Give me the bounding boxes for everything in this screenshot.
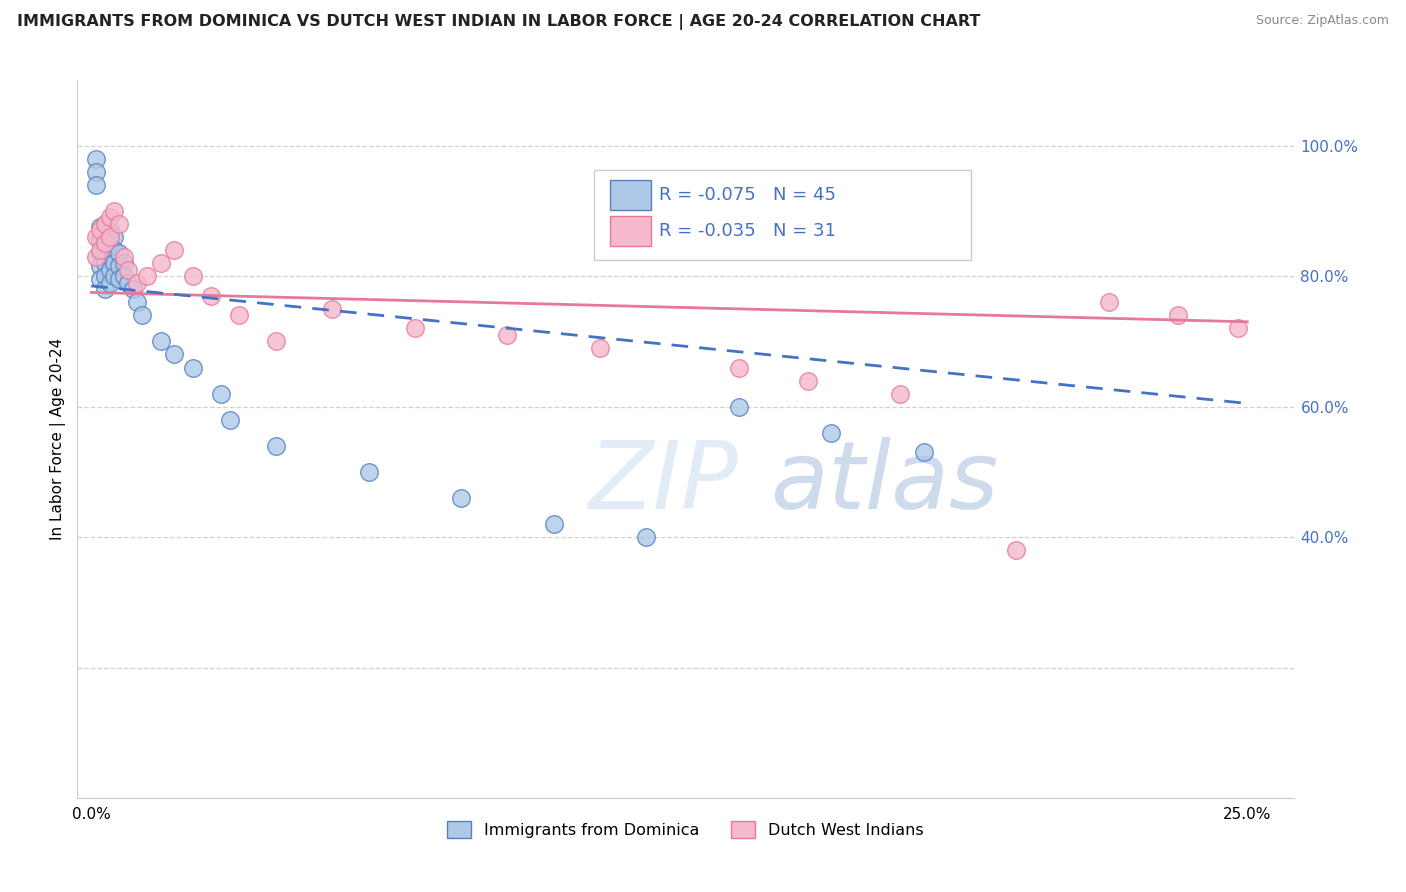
Text: IMMIGRANTS FROM DOMINICA VS DUTCH WEST INDIAN IN LABOR FORCE | AGE 20-24 CORRELA: IMMIGRANTS FROM DOMINICA VS DUTCH WEST I… xyxy=(17,14,980,30)
Point xyxy=(98,211,121,225)
Point xyxy=(117,262,139,277)
Point xyxy=(94,269,117,284)
Point xyxy=(200,289,222,303)
Point xyxy=(103,243,125,257)
Point xyxy=(89,220,111,235)
Point xyxy=(98,250,121,264)
Point xyxy=(1005,543,1028,558)
Point xyxy=(889,386,911,401)
Point xyxy=(450,491,472,505)
Point xyxy=(264,439,287,453)
Point xyxy=(98,276,121,290)
Point xyxy=(127,276,149,290)
Legend: Immigrants from Dominica, Dutch West Indians: Immigrants from Dominica, Dutch West Ind… xyxy=(441,815,929,844)
Point xyxy=(103,230,125,244)
Point xyxy=(89,223,111,237)
Point xyxy=(94,236,117,251)
Point xyxy=(112,269,135,284)
Point xyxy=(496,327,519,342)
Point xyxy=(181,360,204,375)
Point xyxy=(89,272,111,286)
Point xyxy=(84,152,107,166)
Point xyxy=(181,269,204,284)
Point xyxy=(163,243,186,257)
Text: Source: ZipAtlas.com: Source: ZipAtlas.com xyxy=(1256,14,1389,28)
FancyBboxPatch shape xyxy=(610,216,651,246)
Point xyxy=(228,308,250,322)
Point xyxy=(108,260,131,274)
Point xyxy=(163,347,186,361)
Point xyxy=(98,230,121,244)
Point xyxy=(84,164,107,178)
Point xyxy=(131,308,153,322)
Text: atlas: atlas xyxy=(770,437,998,528)
Point xyxy=(89,246,111,260)
Point xyxy=(357,465,380,479)
Point xyxy=(121,282,143,296)
Point xyxy=(117,276,139,290)
Point xyxy=(108,217,131,231)
Point xyxy=(321,301,343,316)
Point xyxy=(98,223,121,237)
Point xyxy=(912,445,935,459)
FancyBboxPatch shape xyxy=(610,180,651,211)
Text: ZIP: ZIP xyxy=(588,437,738,528)
Point xyxy=(1097,295,1119,310)
Point xyxy=(404,321,426,335)
FancyBboxPatch shape xyxy=(595,170,972,260)
Point xyxy=(127,295,149,310)
Point xyxy=(727,400,749,414)
Point xyxy=(727,360,749,375)
Point xyxy=(89,233,111,247)
Point xyxy=(94,230,117,244)
Point xyxy=(98,262,121,277)
Point xyxy=(94,243,117,257)
Y-axis label: In Labor Force | Age 20-24: In Labor Force | Age 20-24 xyxy=(51,338,66,541)
Point xyxy=(108,272,131,286)
Point xyxy=(84,230,107,244)
Point xyxy=(636,530,658,544)
Point xyxy=(149,334,172,349)
Point xyxy=(264,334,287,349)
Point xyxy=(209,386,232,401)
Point xyxy=(543,517,565,532)
Point xyxy=(94,217,117,231)
Point xyxy=(820,425,842,440)
Point xyxy=(135,269,157,284)
Point xyxy=(103,256,125,270)
Point xyxy=(94,282,117,296)
Point xyxy=(89,243,111,257)
Point xyxy=(219,413,242,427)
Point xyxy=(112,256,135,270)
Point xyxy=(797,374,820,388)
Point xyxy=(112,250,135,264)
Text: R = -0.035   N = 31: R = -0.035 N = 31 xyxy=(658,222,835,240)
Point xyxy=(94,256,117,270)
Point xyxy=(94,217,117,231)
Point xyxy=(108,246,131,260)
Point xyxy=(1167,308,1189,322)
Point xyxy=(103,269,125,284)
Point xyxy=(103,203,125,218)
Text: R = -0.075   N = 45: R = -0.075 N = 45 xyxy=(658,186,835,204)
Point xyxy=(1227,321,1250,335)
Point xyxy=(84,178,107,192)
Point xyxy=(98,236,121,251)
Point xyxy=(84,250,107,264)
Point xyxy=(149,256,172,270)
Point xyxy=(89,260,111,274)
Point xyxy=(589,341,612,355)
